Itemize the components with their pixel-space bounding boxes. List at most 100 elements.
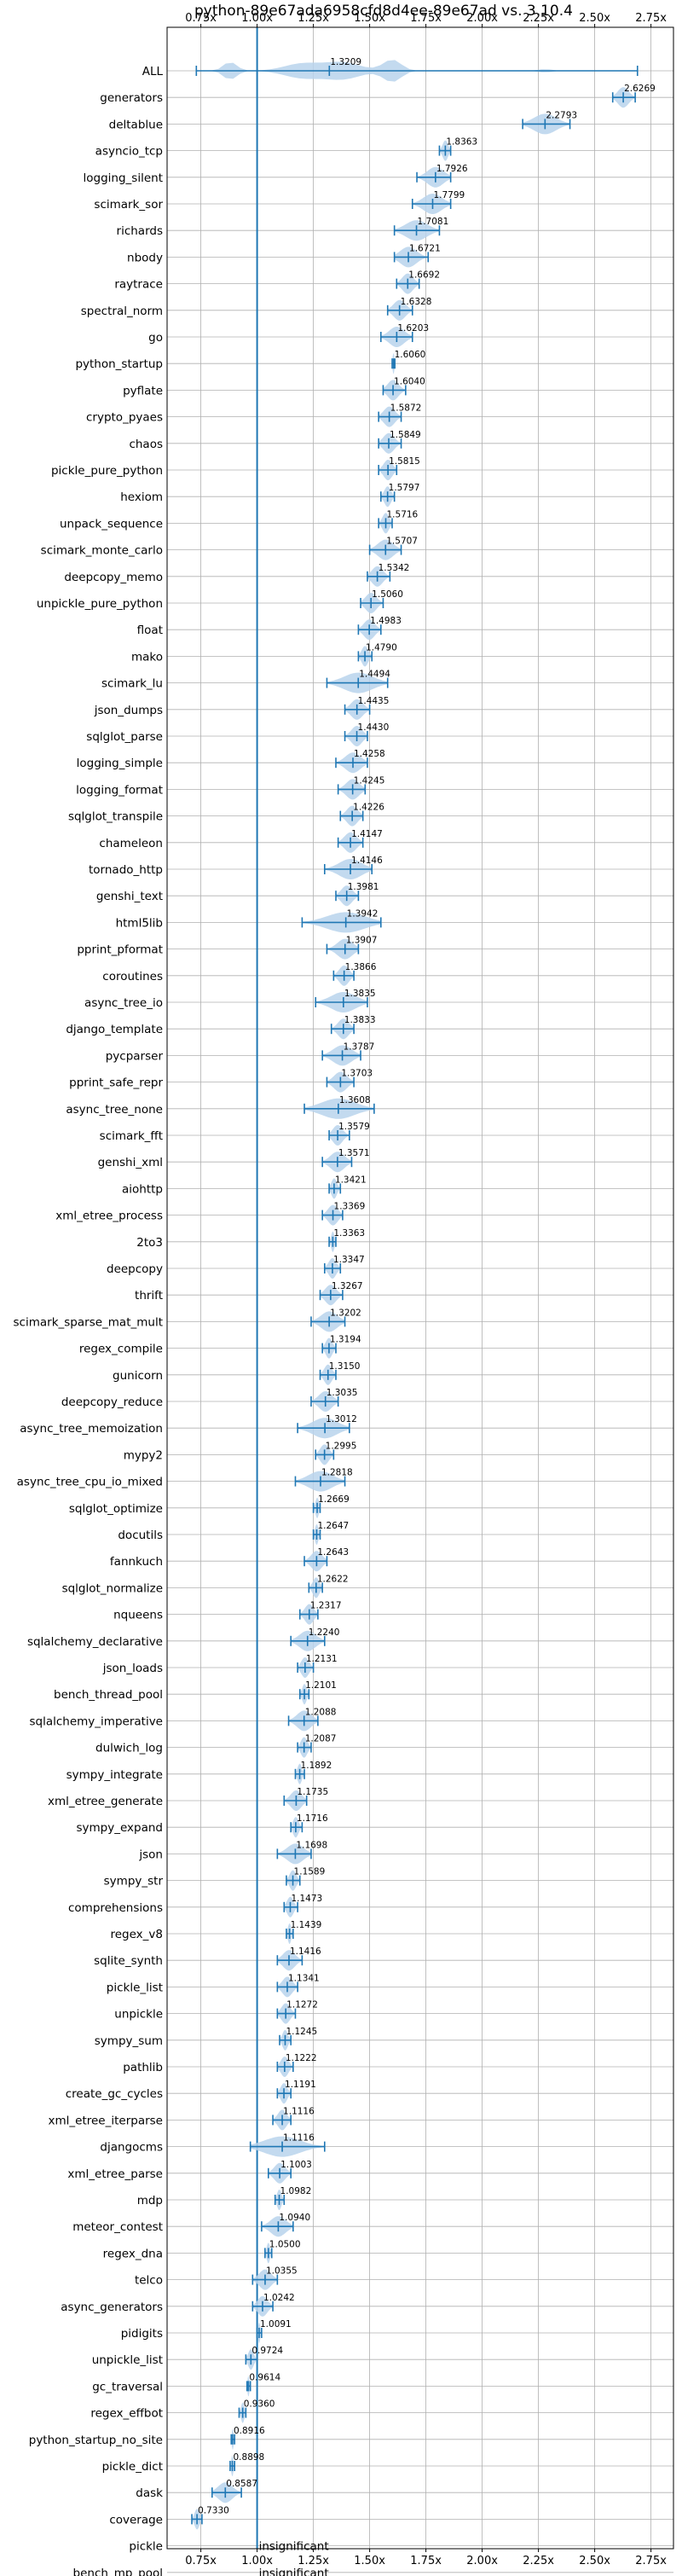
category-label: unpickle [114, 2008, 163, 2022]
value-label: 1.4226 [353, 803, 384, 813]
x-tick-label-top: 2.25x [523, 12, 554, 25]
benchmark-mark-group: 1.0982 [274, 2186, 311, 2210]
category-label: xml_etree_process [55, 1210, 163, 1223]
value-label: 1.1735 [297, 1787, 328, 1797]
benchmark-mark-group: 0.9614 [246, 2372, 280, 2397]
benchmark-mark-group: 1.3209 [195, 57, 639, 82]
category-label: deepcopy_reduce [61, 1395, 163, 1409]
category-label: thrift [135, 1289, 163, 1303]
category-label: pycparser [106, 1049, 164, 1063]
benchmark-mark-group: 1.3981 [335, 882, 379, 907]
benchmark-mark-group: 1.5707 [368, 537, 418, 560]
value-label: 1.7081 [418, 217, 449, 227]
category-label: mdp [137, 2194, 163, 2208]
category-labels: ALL generators deltablue asyncio_tcplogging… [14, 65, 164, 2576]
value-label: 1.3347 [333, 1255, 365, 1265]
benchmark-mark-group: 1.0242 [251, 2293, 295, 2317]
category-label: async_tree_cpu_io_mixed [17, 1476, 163, 1489]
value-label: 1.1716 [297, 1813, 328, 1824]
benchmark-mark-group: 1.1735 [283, 1787, 328, 1811]
value-label: 1.1892 [301, 1761, 332, 1771]
category-label: richards [117, 224, 163, 238]
category-label: raytrace [114, 278, 163, 292]
value-label: 1.1439 [291, 1920, 322, 1930]
category-label: django_template [66, 1023, 163, 1036]
x-tick-label-bottom: 1.50x [354, 2555, 385, 2567]
benchmark-mark-group: 1.1473 [283, 1894, 322, 1917]
benchmark-mark-group: 1.4226 [339, 803, 384, 827]
category-label: mypy2 [124, 1448, 163, 1462]
category-label: json [138, 1848, 163, 1861]
benchmark-mark-group: 0.9360 [238, 2399, 275, 2423]
value-label: 1.4258 [354, 749, 385, 759]
x-tick-label-bottom: 2.50x [579, 2555, 610, 2567]
category-label: spectral_norm [81, 305, 163, 318]
x-tick-label-top: 2.50x [579, 12, 610, 25]
value-label: 2.2793 [546, 110, 577, 120]
benchmark-mark-group: 1.1272 [276, 2000, 318, 2024]
value-label: 1.3579 [338, 1122, 370, 1132]
value-label: 1.4146 [351, 856, 383, 866]
benchmark-mark-group: 1.4147 [337, 829, 383, 853]
category-label: unpack_sequence [60, 517, 163, 531]
value-label: 1.3703 [341, 1069, 373, 1079]
value-label: 1.1416 [290, 1947, 321, 1957]
category-label: scimark_lu [101, 677, 163, 691]
value-label: 2.6269 [624, 84, 656, 94]
value-label: 1.5849 [390, 430, 421, 440]
value-label: 1.7926 [436, 164, 468, 174]
category-label: sympy_integrate [66, 1768, 163, 1782]
category-label: scimark_fft [100, 1129, 163, 1143]
category-label: genshi_text [96, 890, 163, 903]
category-label: scimark_monte_carlo [41, 544, 163, 558]
category-label: logging_silent [84, 171, 163, 185]
category-label: deepcopy [107, 1262, 163, 1276]
benchmark-mark-group: 1.3150 [319, 1361, 361, 1385]
x-tick-label-bottom: 2.00x [466, 2555, 498, 2567]
benchmark-mark-group: 1.4983 [357, 616, 402, 641]
category-label: pyflate [123, 384, 163, 397]
category-label: asyncio_tcp [95, 145, 163, 159]
category-label: xml_etree_generate [48, 1795, 163, 1808]
value-label: 1.1191 [285, 2080, 316, 2090]
value-label: 1.3369 [334, 1202, 366, 1212]
benchmark-mark-group: 1.2088 [287, 1707, 337, 1732]
benchmark-mark-group: 1.3608 [303, 1095, 375, 1119]
value-label: 1.2240 [309, 1627, 340, 1638]
value-label: 1.0940 [279, 2213, 310, 2223]
value-label: 1.1473 [291, 1894, 322, 1904]
category-label: regex_v8 [110, 1928, 163, 1941]
benchmark-mark-group: 1.1116 [249, 2133, 326, 2157]
benchmark-mark-group: 0.8916 [230, 2426, 265, 2450]
value-label: 1.4430 [358, 722, 390, 733]
category-label: python_startup [75, 357, 163, 371]
value-label: 0.8587 [226, 2479, 257, 2489]
value-label: 1.2088 [305, 1707, 337, 1717]
category-label: regex_dna [103, 2247, 163, 2260]
category-label: chaos [129, 438, 163, 451]
plot-frame [166, 26, 674, 2550]
value-label: 1.5716 [387, 509, 419, 519]
value-label: 1.3267 [332, 1281, 363, 1291]
benchmark-mark-group: 1.2669 [312, 1494, 350, 1518]
benchmark-mark-group: 1.1003 [267, 2160, 312, 2184]
value-label: 1.1341 [288, 1973, 320, 1983]
category-label: html5lib [116, 916, 163, 930]
benchmark-mark-group: 1.4258 [335, 749, 385, 774]
benchmark-mark-group: 1.5342 [367, 563, 409, 587]
value-label: 1.3981 [348, 882, 379, 892]
value-label: 1.2647 [317, 1521, 349, 1531]
value-label: 0.9724 [251, 2346, 283, 2356]
benchmark-mark-group: 1.2240 [290, 1627, 340, 1651]
benchmark-mark-group: 1.2647 [312, 1521, 349, 1545]
benchmark-mark-group: 1.5815 [378, 456, 420, 480]
value-label: 1.2317 [310, 1601, 342, 1611]
x-tick-label-top: 1.75x [410, 12, 442, 25]
value-label: 1.5872 [390, 403, 422, 414]
category-label: ALL [142, 65, 164, 78]
value-label: 1.6692 [408, 270, 440, 281]
benchmark-mark-group: 1.1892 [294, 1761, 332, 1784]
grid-lines [167, 27, 673, 2573]
benchmark-mark-group: 1.3942 [301, 908, 382, 933]
benchmark-mark-group: 1.2131 [297, 1654, 338, 1678]
